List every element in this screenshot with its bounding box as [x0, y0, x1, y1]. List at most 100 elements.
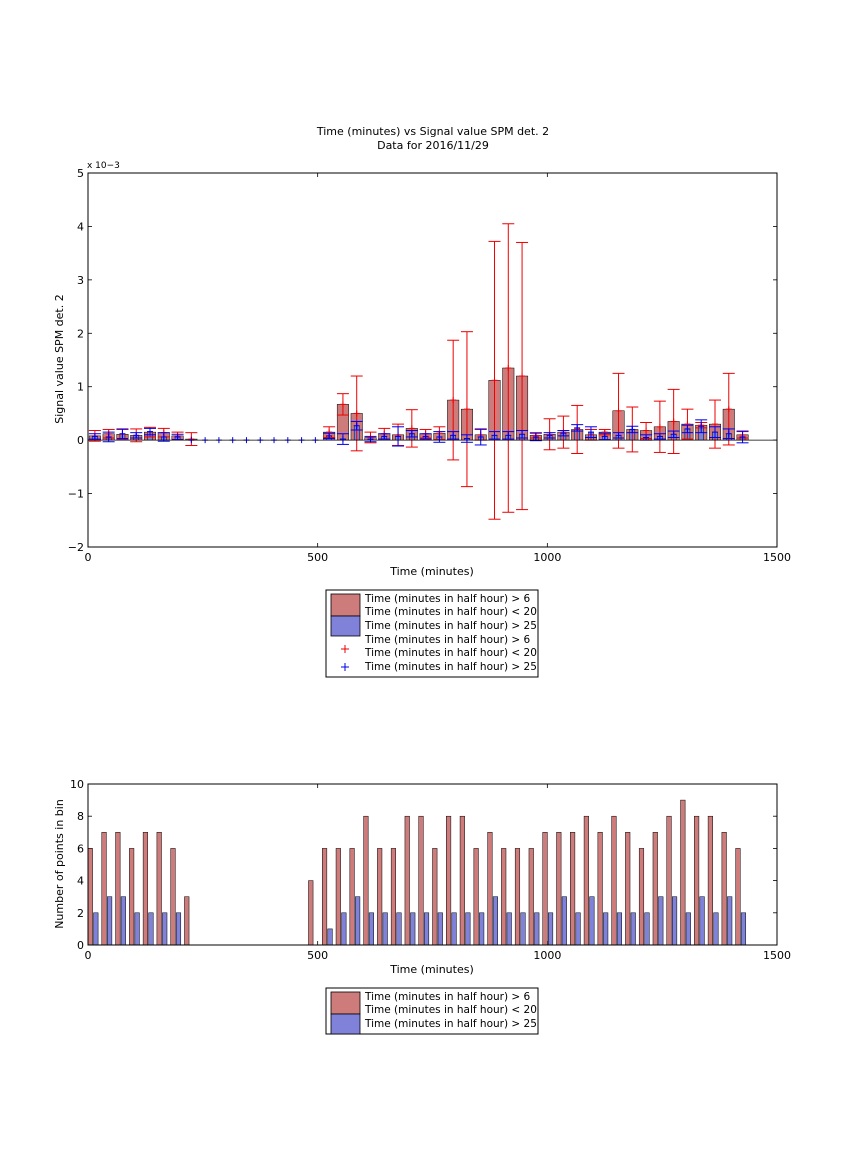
signal-y-tick-label: −1 — [68, 488, 84, 501]
count-red-bar — [101, 832, 107, 946]
count-red-bar — [404, 815, 410, 946]
signal-blue-errorbar — [364, 435, 377, 443]
legend-red-bar-line2: Time (minutes in half hour) < 20 — [364, 606, 537, 618]
signal-blue-errorbar — [419, 433, 432, 440]
signal-y-tick-label: 0 — [77, 434, 84, 447]
count-y-axis-label: Number of points in bin — [53, 799, 66, 929]
count-blue-bar — [727, 896, 733, 946]
count-red-bar — [528, 848, 534, 946]
count-red-bar — [363, 815, 369, 946]
legend-blue-plus-line1: Time (minutes in half hour) > 25 — [364, 661, 537, 673]
signal-chart: Time (minutes) vs Signal value SPM det. … — [53, 125, 791, 578]
signal-x-tick-label: 1000 — [533, 551, 561, 564]
count-y-tick-label: 6 — [77, 842, 84, 855]
count-blue-bar — [396, 912, 402, 946]
legend-red-plus-line1: Time (minutes in half hour) > 6 — [364, 634, 531, 646]
count-red-bar — [625, 832, 631, 946]
signal-blue-errorbar — [323, 432, 336, 440]
count-blue-bar — [479, 912, 485, 946]
signal-red-errorbar — [336, 393, 349, 416]
count-blue-bar — [355, 896, 361, 946]
count-blue-bar — [644, 912, 650, 946]
signal-blue-errorbar — [474, 428, 487, 446]
signal-blue-errorbar — [378, 433, 391, 440]
signal-blue-errorbar — [336, 433, 349, 445]
count-red-bar — [721, 832, 727, 946]
count-red-bar — [322, 848, 328, 946]
signal-x-tick-label: 1500 — [763, 551, 791, 564]
count-red-bar — [597, 832, 603, 946]
count-red-bar — [349, 848, 355, 946]
count-blue-bar — [520, 912, 526, 946]
count-blue-bar — [382, 912, 388, 946]
count-red-bar — [501, 848, 507, 946]
count-y-tick-label: 2 — [77, 907, 84, 920]
signal-blue-errorbar — [653, 433, 666, 440]
signal-y-tick-label: 2 — [77, 327, 84, 340]
count-blue-bar — [589, 896, 595, 946]
signal-blue-errorbar — [557, 430, 570, 437]
count-blue-bar — [107, 896, 113, 946]
count-red-bar — [142, 832, 148, 946]
count-red-bar — [87, 848, 93, 946]
chart-title: Time (minutes) vs Signal value SPM det. … — [316, 125, 549, 138]
legend-red-plus-line2: Time (minutes in half hour) < 20 — [364, 647, 537, 659]
legend-blue-bar-swatch — [330, 615, 361, 637]
count-red-bar — [156, 832, 162, 946]
count-blue-bar — [148, 912, 154, 946]
count-red-bar — [459, 815, 465, 946]
signal-blue-errorbar — [130, 432, 143, 439]
count-blue-bar — [616, 912, 622, 946]
chart-subtitle: Data for 2016/11/29 — [377, 139, 489, 152]
count-legend-red-line2: Time (minutes in half hour) < 20 — [364, 1004, 537, 1016]
signal-red-errorbar — [653, 400, 666, 453]
count-plot-area: 0 500 1000 1500 0 2 4 6 8 10 — [70, 778, 791, 962]
count-axes-frame — [87, 783, 778, 946]
count-x-tick-label: 1500 — [763, 949, 791, 962]
count-red-bar — [556, 832, 562, 946]
count-red-bar — [583, 815, 589, 946]
count-red-bar — [432, 848, 438, 946]
count-blue-bar — [423, 912, 430, 946]
signal-blue-errorbar — [722, 428, 735, 440]
count-blue-bar — [713, 912, 719, 946]
count-blue-bar — [120, 896, 126, 946]
signal-y-tick-label: −2 — [68, 541, 84, 554]
signal-blue-errorbar — [447, 431, 460, 440]
count-blue-bar — [699, 896, 705, 946]
count-blue-bar — [410, 912, 416, 946]
count-red-bar — [735, 848, 741, 946]
signal-data-layer — [88, 223, 749, 520]
count-red-bar — [473, 848, 479, 946]
signal-blue-errorbar — [516, 430, 529, 439]
count-legend-red-swatch — [330, 991, 361, 1015]
count-x-tick-label: 0 — [85, 949, 92, 962]
count-legend-red-line1: Time (minutes in half hour) > 6 — [364, 991, 531, 1003]
count-blue-bar — [575, 912, 581, 946]
signal-axes-frame — [87, 172, 778, 548]
count-red-bar — [390, 848, 397, 946]
signal-plot-background — [88, 173, 777, 547]
legend-red-bar-swatch — [330, 593, 361, 617]
signal-blue-errorbar — [584, 426, 597, 438]
count-red-bar — [308, 880, 314, 946]
signal-y-axis-label: Signal value SPM det. 2 — [53, 294, 66, 424]
count-blue-bar — [630, 912, 636, 946]
signal-red-errorbar — [502, 223, 515, 513]
signal-blue-errorbar — [392, 426, 405, 447]
count-blue-bar — [561, 896, 567, 946]
count-blue-bar — [658, 896, 664, 946]
count-red-bar — [129, 848, 135, 946]
count-blue-bar — [341, 912, 347, 946]
count-red-bar — [115, 832, 121, 946]
count-blue-bar — [506, 912, 512, 946]
count-red-bar — [377, 848, 383, 946]
signal-x-tick-label: 500 — [307, 551, 328, 564]
count-red-bar — [184, 896, 190, 946]
count-red-bar — [694, 815, 700, 946]
signal-blue-errorbar — [708, 426, 721, 438]
signal-blue-errorbar — [171, 433, 184, 441]
count-blue-bar — [548, 912, 554, 946]
signal-blue-errorbar — [88, 433, 101, 440]
count-red-bar — [680, 799, 686, 946]
